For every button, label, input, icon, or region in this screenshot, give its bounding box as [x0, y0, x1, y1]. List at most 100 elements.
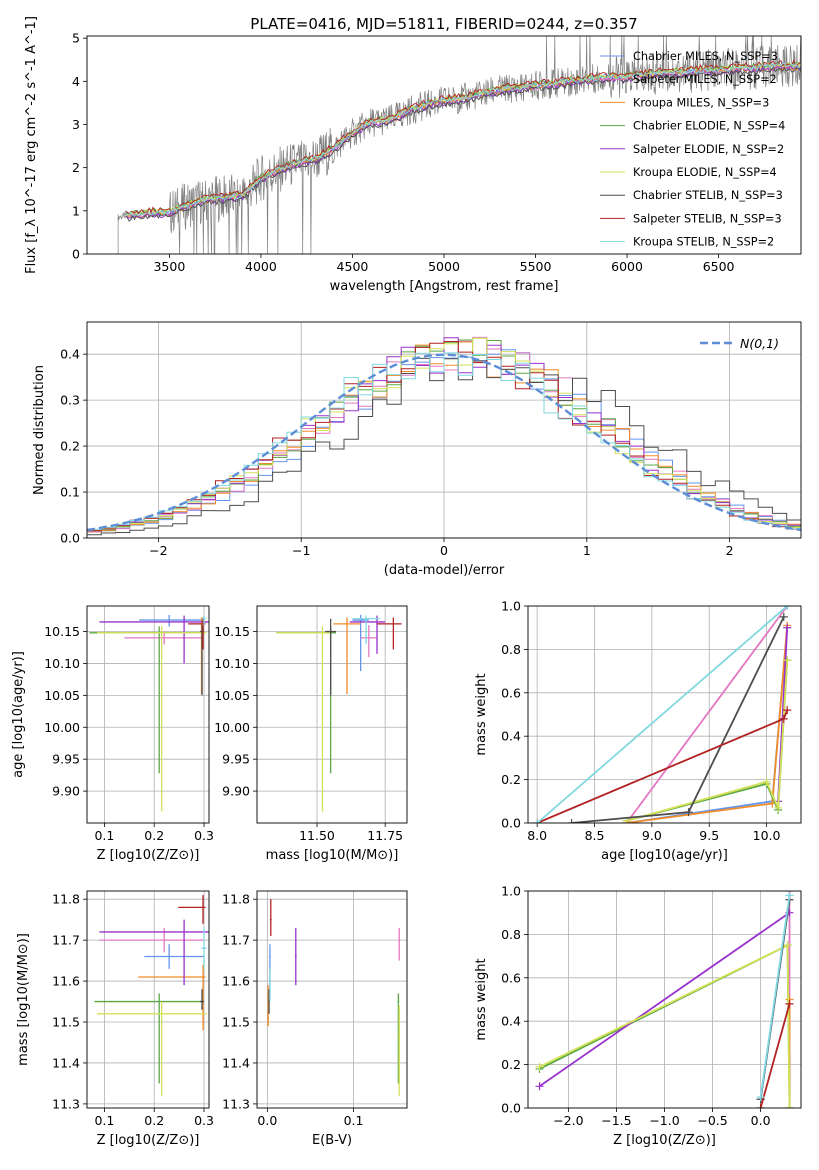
y-axis-label: Normed distribution — [32, 365, 47, 495]
y-tick-label: 11.5 — [52, 1015, 80, 1030]
y-tick-label: 0.6 — [501, 970, 521, 985]
y-tick-label: 1.0 — [501, 599, 521, 614]
legend-label: Salpeter STELIB, N_SSP=3 — [633, 212, 782, 225]
mass-weight-line — [625, 606, 788, 823]
plot-area — [87, 606, 209, 823]
mass-weight-marker — [783, 706, 792, 715]
x-tick-label: 0.0 — [751, 1113, 771, 1128]
mass-weight-marker — [783, 656, 792, 665]
x-tick-label: −1 — [292, 543, 310, 558]
y-axis-label: mass [log10(M/M⊙)] — [16, 933, 31, 1066]
plot-area — [87, 322, 801, 538]
y-tick-label: 11.7 — [52, 933, 80, 948]
axes-frame — [86, 35, 802, 255]
panel-residuals: −2 −1 0 1 2 0.0 0.1 0.2 0.3 0.4 (data-model)/error… — [32, 321, 802, 578]
y-tick-label: 10.05 — [44, 688, 80, 703]
y-tick-label: 11.3 — [222, 1096, 250, 1111]
mass-weight-line — [536, 606, 788, 823]
y-tick-label: 10.05 — [214, 688, 250, 703]
y-tick-label: 11.8 — [52, 892, 80, 907]
y-tick-label: 0.4 — [60, 347, 80, 362]
y-tick-label: 0.8 — [501, 642, 521, 657]
y-tick-label: 11.4 — [52, 1055, 80, 1070]
x-tick-label: 0.2 — [144, 828, 164, 843]
y-tick-label: 10.15 — [214, 624, 250, 639]
y-tick-label: 0.2 — [501, 1057, 521, 1072]
y-tick-label: 9.95 — [52, 752, 80, 767]
mass-weight-marker — [779, 612, 788, 621]
x-tick-label: 9.0 — [642, 828, 662, 843]
legend-label: Salpeter MILES, N_SSP=2 — [633, 73, 777, 86]
mass-weight-marker — [535, 1062, 544, 1071]
mass-weight-marker — [783, 606, 792, 610]
legend-label: Kroupa MILES, N_SSP=3 — [633, 96, 769, 109]
x-tick-label: 5500 — [520, 259, 552, 274]
x-tick-label: 1 — [583, 543, 591, 558]
axes-frame — [527, 890, 802, 1109]
y-tick-label: 11.4 — [222, 1055, 250, 1070]
mass-weight-marker — [567, 819, 576, 823]
residual-histogram — [87, 337, 801, 532]
y-tick-label: 9.95 — [222, 752, 250, 767]
y-tick-label: 9.90 — [222, 784, 250, 799]
plot-area — [528, 891, 801, 1108]
model-curve — [125, 66, 801, 222]
x-tick-label: 0.0 — [257, 1113, 277, 1128]
x-tick-label: −1.0 — [649, 1113, 679, 1128]
x-tick-label: 0.2 — [144, 1113, 164, 1128]
x-axis-label: E(B-V) — [312, 1133, 352, 1148]
legend-label: Kroupa STELIB, N_SSP=2 — [633, 236, 774, 249]
y-tick-label: 11.3 — [52, 1096, 80, 1111]
y-tick-label: 10.10 — [214, 656, 250, 671]
x-axis-label: Z [log10(Z/Z⊙)] — [613, 1133, 716, 1148]
legend-label: Chabrier MILES, N_SSP=3 — [633, 50, 778, 63]
mass-weight-marker — [684, 808, 693, 817]
y-axis-label: mass weight — [474, 673, 489, 755]
x-tick-label: 8.0 — [527, 828, 547, 843]
y-tick-label: 0.0 — [60, 531, 80, 546]
y-tick-label: 0.2 — [501, 772, 521, 787]
x-axis-label: Z [log10(Z/Z⊙)] — [97, 848, 200, 863]
mass-weight-marker — [762, 777, 771, 786]
mass-weight-line — [538, 911, 791, 1088]
y-axis-label: mass weight — [474, 958, 489, 1040]
model-curve — [125, 65, 801, 219]
y-tick-label: 3 — [72, 117, 80, 132]
axes-frame — [86, 605, 210, 824]
mass-weight-line — [759, 1003, 791, 1108]
y-tick-label: 10.15 — [44, 624, 80, 639]
plot-area — [528, 606, 801, 823]
y-axis-label: Flux [f_λ 10^-17 erg cm^-2 s^-1 A^-1] — [24, 16, 39, 274]
y-tick-label: 0.0 — [501, 816, 521, 831]
x-tick-label: 2 — [726, 543, 734, 558]
panel-mass-vs-Z: 0.1 0.2 0.3 11.3 11.4 11.5 11.6 11.7 11.8 Z [log1… — [16, 890, 214, 1148]
axes-frame — [527, 605, 802, 824]
mass-weight-marker — [785, 891, 794, 900]
y-tick-label: 0.0 — [501, 1101, 521, 1116]
mass-weight-marker — [785, 999, 794, 1008]
panel-massweight-vs-age: 8.0 8.5 9.0 9.5 10.0 0.0 0.2 0.4 0.6 0.8 1.0 age [l… — [474, 599, 802, 863]
y-tick-label: 10.00 — [44, 720, 80, 735]
x-tick-label: 10.0 — [753, 828, 781, 843]
y-tick-label: 11.8 — [222, 892, 250, 907]
legend-label: Chabrier ELODIE, N_SSP=4 — [633, 120, 785, 133]
mass-weight-line — [626, 660, 789, 822]
plot-area — [117, 36, 801, 254]
mass-weight-line — [571, 616, 785, 823]
legend-label: Salpeter ELODIE, N_SSP=2 — [633, 143, 784, 156]
y-tick-label: 0 — [72, 247, 80, 262]
mass-weight-marker — [533, 819, 542, 823]
mass-weight-marker — [785, 1104, 794, 1108]
x-axis-label: (data-model)/error — [384, 563, 505, 578]
x-tick-label: 0.3 — [194, 828, 214, 843]
axes-frame — [256, 605, 408, 824]
y-tick-label: 1 — [72, 203, 80, 218]
legend: Chabrier MILES, N_SSP=3 Salpeter MILES, N… — [600, 50, 785, 249]
panel-age-vs-Z: 0.1 0.2 0.3 9.90 9.95 10.00 10.05 10.10 10.15 Z [… — [11, 605, 214, 863]
normal-reference-curve — [87, 353, 801, 532]
y-tick-label: 2 — [72, 160, 80, 175]
model-curve — [125, 62, 801, 217]
panel-age-vs-mass: 11.50 11.75 9.90 9.95 10.00 10.05 10.10 10.15 ma… — [214, 605, 408, 863]
y-tick-label: 11.7 — [222, 933, 250, 948]
y-tick-label: 0.4 — [501, 1014, 521, 1029]
